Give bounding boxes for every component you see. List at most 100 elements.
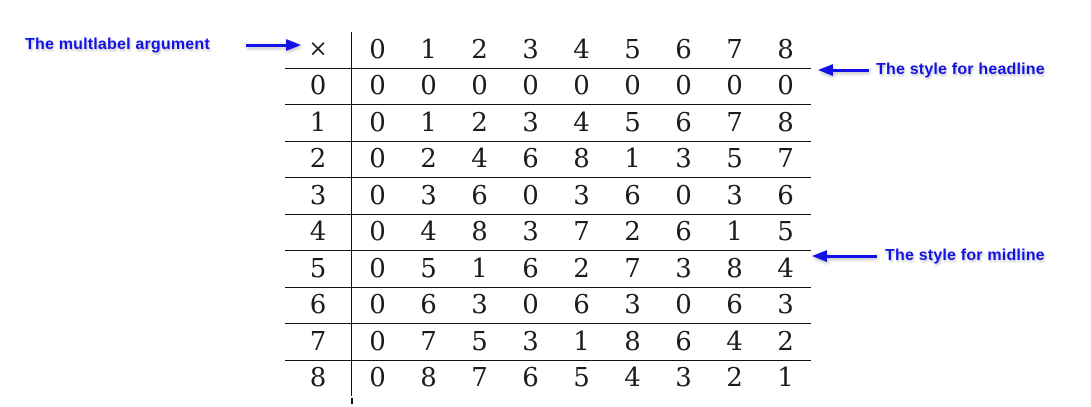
column-header-cell: 3: [505, 32, 556, 69]
table-cell: 2: [760, 323, 811, 361]
table-cell: 3: [607, 287, 658, 324]
table-cell: 0: [607, 68, 658, 105]
table-cell: 6: [607, 177, 658, 215]
table-cell: 5: [403, 250, 454, 288]
table-cell: 3: [505, 323, 556, 361]
table-cell: 3: [556, 177, 607, 215]
row-header-cell: 8: [285, 360, 352, 396]
table-cell: 7: [760, 141, 811, 178]
table-cell: 0: [351, 104, 403, 142]
column-header-cell: 1: [403, 32, 454, 69]
left-arrow-icon: [812, 250, 877, 262]
row-header-cell: 6: [285, 287, 352, 324]
table-cell: 0: [709, 68, 760, 105]
row-header-cell: 0: [285, 68, 352, 105]
table-cell: 7: [607, 250, 658, 288]
left-arrow-icon: [818, 64, 869, 76]
column-header-cell: 8: [760, 32, 811, 69]
table-cell: 3: [658, 250, 709, 288]
table-cell: 0: [505, 177, 556, 215]
row-header-cell: 3: [285, 177, 352, 215]
table-cell: 3: [454, 287, 505, 324]
table-cell: 6: [760, 177, 811, 215]
table-cell: 3: [709, 177, 760, 215]
table-cell: 5: [760, 214, 811, 251]
table-cell: 0: [351, 68, 403, 105]
multiplication-table-body: × 0 1 2 3 4 5 6 7 8 0 0 0 0 0 0 0 0 0 0 1 0 1 2 3 4 5 6 7 8 2 0 2 4 6 8 1 3 5 7…: [285, 32, 811, 396]
table-cell: 0: [505, 287, 556, 324]
table-cell: 3: [658, 141, 709, 178]
table-cell: 4: [624, 363, 641, 394]
row-header-cell: 7: [285, 323, 352, 361]
table-cell: 6: [505, 141, 556, 178]
multlabel-annotation: The multlabel argument: [25, 36, 210, 53]
multiplication-table: × 0 1 2 3 4 5 6 7 8 0 0 0 0 0 0 0 0 0 0 1 0 1 2 3 4 5 6 7 8 2 0 2 4 6 8 1 3 5 7…: [285, 32, 811, 396]
column-header-cell: 7: [709, 32, 760, 69]
table-cell: 3: [403, 177, 454, 215]
table-cell: 6: [658, 323, 709, 361]
arrow-shaft: [246, 43, 286, 47]
table-cell: 6: [658, 104, 709, 142]
table-cell: 5: [709, 141, 760, 178]
table-cell: 0: [351, 214, 403, 251]
column-header-cell: 2: [454, 32, 505, 69]
table-cell: 0: [351, 287, 403, 324]
arrow-shaft: [827, 254, 877, 258]
table-cell: 1: [607, 141, 658, 178]
times-symbol: ×: [285, 32, 352, 69]
table-cell: 7: [471, 363, 488, 394]
midline-annotation: The style for midline: [885, 247, 1045, 264]
column-header-cell: 0: [351, 32, 403, 69]
table-cell: 0: [658, 287, 709, 324]
table-cell: 6: [556, 287, 607, 324]
table-cell: 3: [675, 363, 692, 394]
arrow-shaft: [833, 68, 869, 72]
column-header-cell: 6: [658, 32, 709, 69]
table-cell: 6: [403, 287, 454, 324]
table-cell: 4: [760, 250, 811, 288]
row-header-cell: 1: [285, 104, 352, 142]
table-cell: 7: [403, 323, 454, 361]
table-cell: 6: [522, 363, 539, 394]
table-cell: 0: [351, 141, 403, 178]
table-cell: 0: [760, 68, 811, 105]
arrow-head: [818, 64, 833, 76]
table-cell: 5: [573, 363, 590, 394]
table-cell: 8: [709, 250, 760, 288]
table-cell: 0: [351, 323, 403, 361]
arrow-head: [812, 250, 827, 262]
table-cell: 2: [726, 363, 743, 394]
table-header-row: × 0 1 2 3 4 5 6 7 8: [285, 32, 811, 69]
table-cell: 1: [777, 363, 794, 394]
table-cell: 6: [658, 214, 709, 251]
row-header-cell: 4: [285, 214, 352, 251]
column-header-cell: 4: [556, 32, 607, 69]
table-cell: 0: [505, 68, 556, 105]
table-cell: 5: [607, 104, 658, 142]
table-cell: 8: [454, 214, 505, 251]
table-cell: 3: [505, 104, 556, 142]
table-cell: 4: [454, 141, 505, 178]
table-cell: 4: [403, 214, 454, 251]
table-cell: 0: [369, 363, 386, 394]
table-cell: 7: [556, 214, 607, 251]
table-cell: 5: [454, 323, 505, 361]
table-cell: 4: [709, 323, 760, 361]
table-cell: 0: [658, 68, 709, 105]
table-cell: 0: [403, 68, 454, 105]
table-cell: 2: [403, 141, 454, 178]
table-cell: 1: [556, 323, 607, 361]
table-cell: 6: [454, 177, 505, 215]
column-header-cell: 5: [607, 32, 658, 69]
table-cell: 0: [454, 68, 505, 105]
table-cell: 0: [658, 177, 709, 215]
